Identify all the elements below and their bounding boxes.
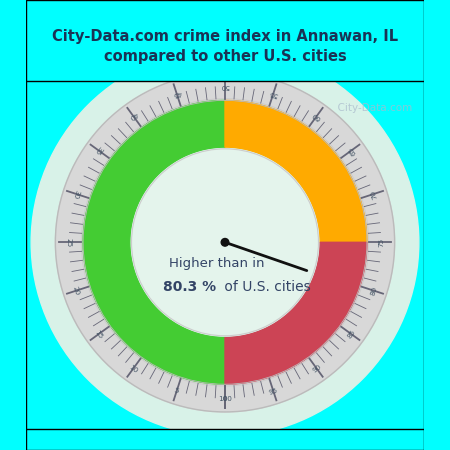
Text: City-Data.com crime index in Annawan, IL
compared to other U.S. cities: City-Data.com crime index in Annawan, IL…: [52, 29, 398, 64]
Polygon shape: [83, 100, 225, 384]
Text: 95: 95: [268, 387, 279, 396]
Text: 10: 10: [127, 364, 139, 374]
Text: 15: 15: [93, 329, 104, 340]
Polygon shape: [225, 100, 367, 242]
Text: 45: 45: [171, 89, 182, 98]
Text: 25: 25: [65, 238, 72, 247]
Text: 100: 100: [218, 396, 232, 402]
Text: 0: 0: [223, 396, 227, 402]
Polygon shape: [225, 242, 367, 384]
Text: 30: 30: [72, 189, 80, 199]
Circle shape: [221, 238, 229, 246]
Circle shape: [31, 49, 419, 436]
Text: of U.S. cities: of U.S. cities: [220, 280, 310, 294]
Text: 70: 70: [370, 189, 378, 199]
Text: 20: 20: [72, 285, 80, 296]
Text: 75: 75: [378, 238, 385, 247]
Text: 55: 55: [268, 89, 279, 98]
FancyBboxPatch shape: [26, 43, 424, 450]
FancyBboxPatch shape: [26, 0, 424, 81]
Circle shape: [131, 149, 319, 336]
Text: 90: 90: [311, 364, 323, 374]
Text: 85: 85: [346, 329, 357, 340]
Polygon shape: [55, 73, 395, 412]
Text: 80.3 %: 80.3 %: [163, 280, 216, 294]
Text: 60: 60: [311, 110, 323, 121]
Text: 5: 5: [173, 388, 180, 395]
Text: 65: 65: [346, 145, 357, 156]
Text: 35: 35: [93, 145, 104, 156]
Text: 80: 80: [370, 285, 378, 296]
Text: Higher than in: Higher than in: [169, 256, 264, 270]
Text: 50: 50: [220, 83, 230, 89]
Text: City-Data.com: City-Data.com: [331, 103, 412, 113]
FancyBboxPatch shape: [26, 429, 424, 450]
Text: 40: 40: [127, 110, 139, 121]
